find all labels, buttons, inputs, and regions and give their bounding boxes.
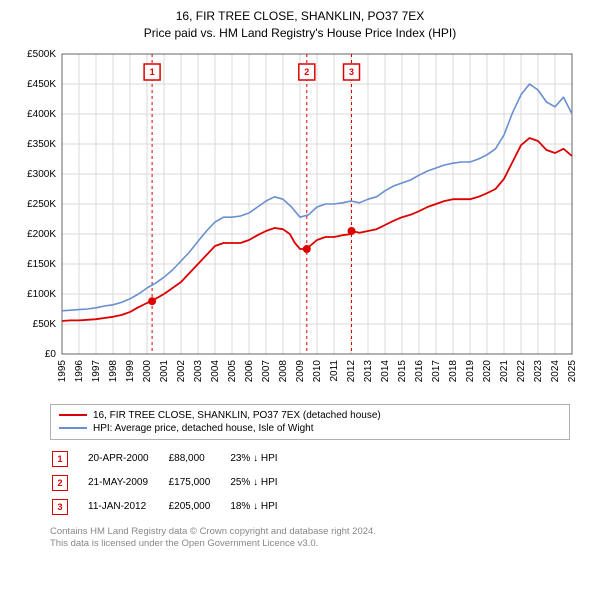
svg-text:2009: 2009 bbox=[295, 359, 306, 382]
svg-text:2011: 2011 bbox=[329, 359, 340, 381]
svg-text:£100K: £100K bbox=[27, 289, 56, 300]
marker-delta: 25% ↓ HPI bbox=[230, 472, 295, 494]
svg-text:1995: 1995 bbox=[57, 359, 68, 382]
svg-text:£0: £0 bbox=[45, 349, 57, 360]
marker-row: 3 11-JAN-2012£205,00018% ↓ HPI bbox=[52, 496, 296, 518]
marker-delta: 23% ↓ HPI bbox=[230, 448, 295, 470]
title-address: 16, FIR TREE CLOSE, SHANKLIN, PO37 7EX bbox=[10, 8, 590, 25]
svg-text:2016: 2016 bbox=[414, 359, 425, 382]
svg-text:2001: 2001 bbox=[159, 359, 170, 382]
svg-text:1998: 1998 bbox=[108, 359, 119, 382]
marker-price: £205,000 bbox=[169, 496, 229, 518]
svg-text:1997: 1997 bbox=[91, 359, 102, 382]
svg-text:2008: 2008 bbox=[278, 359, 289, 382]
svg-text:2: 2 bbox=[304, 67, 309, 77]
footer-line-2: This data is licensed under the Open Gov… bbox=[50, 538, 590, 551]
svg-text:2003: 2003 bbox=[193, 359, 204, 382]
svg-text:£350K: £350K bbox=[27, 139, 56, 150]
svg-text:1996: 1996 bbox=[74, 359, 85, 382]
svg-text:2025: 2025 bbox=[567, 359, 578, 382]
marker-price: £175,000 bbox=[169, 472, 229, 494]
svg-text:2002: 2002 bbox=[176, 359, 187, 382]
svg-text:2014: 2014 bbox=[380, 359, 391, 382]
chart-svg: £0 £50K £100K £150K £200K £250K £300K £350K £400… bbox=[20, 48, 580, 398]
marker-number-box: 1 bbox=[52, 451, 68, 467]
legend-swatch bbox=[59, 427, 87, 429]
svg-text:2007: 2007 bbox=[261, 359, 272, 382]
marker-delta: 18% ↓ HPI bbox=[230, 496, 295, 518]
svg-text:2005: 2005 bbox=[227, 359, 238, 382]
marker-price: £88,000 bbox=[169, 448, 229, 470]
marker-date: 11-JAN-2012 bbox=[88, 496, 167, 518]
svg-text:£500K: £500K bbox=[27, 49, 56, 60]
chart-area: £0 £50K £100K £150K £200K £250K £300K £350K £400… bbox=[20, 48, 580, 398]
svg-text:2004: 2004 bbox=[210, 359, 221, 382]
legend-label: 16, FIR TREE CLOSE, SHANKLIN, PO37 7EX (… bbox=[93, 410, 381, 421]
title-subtitle: Price paid vs. HM Land Registry's House … bbox=[10, 25, 590, 42]
svg-text:2017: 2017 bbox=[431, 359, 442, 382]
marker-table: 1 20-APR-2000£88,00023% ↓ HPI 2 21-MAY-2009… bbox=[50, 446, 298, 520]
marker-number-box: 2 bbox=[52, 475, 68, 491]
svg-text:2019: 2019 bbox=[465, 359, 476, 382]
svg-text:2023: 2023 bbox=[533, 359, 544, 382]
svg-text:2013: 2013 bbox=[363, 359, 374, 382]
svg-text:2020: 2020 bbox=[482, 359, 493, 382]
svg-text:£400K: £400K bbox=[27, 109, 56, 120]
legend-row: HPI: Average price, detached house, Isle… bbox=[59, 422, 561, 435]
marker-date: 20-APR-2000 bbox=[88, 448, 167, 470]
svg-text:2015: 2015 bbox=[397, 359, 408, 382]
hpi-chart-card: 16, FIR TREE CLOSE, SHANKLIN, PO37 7EX P… bbox=[0, 0, 600, 590]
svg-text:£450K: £450K bbox=[27, 79, 56, 90]
marker-number-box: 3 bbox=[52, 499, 68, 515]
svg-text:2018: 2018 bbox=[448, 359, 459, 382]
svg-text:2021: 2021 bbox=[499, 359, 510, 382]
svg-text:2022: 2022 bbox=[516, 359, 527, 382]
marker-row: 2 21-MAY-2009£175,00025% ↓ HPI bbox=[52, 472, 296, 494]
svg-text:£250K: £250K bbox=[27, 199, 56, 210]
chart-title: 16, FIR TREE CLOSE, SHANKLIN, PO37 7EX P… bbox=[10, 8, 590, 42]
svg-text:3: 3 bbox=[349, 67, 354, 77]
marker-date: 21-MAY-2009 bbox=[88, 472, 167, 494]
footer-line-1: Contains HM Land Registry data © Crown c… bbox=[50, 526, 590, 539]
svg-text:£300K: £300K bbox=[27, 169, 56, 180]
legend-label: HPI: Average price, detached house, Isle… bbox=[93, 423, 314, 434]
svg-text:2006: 2006 bbox=[244, 359, 255, 382]
svg-text:2012: 2012 bbox=[346, 359, 357, 382]
svg-text:1: 1 bbox=[150, 67, 155, 77]
legend-row: 16, FIR TREE CLOSE, SHANKLIN, PO37 7EX (… bbox=[59, 409, 561, 422]
svg-text:£150K: £150K bbox=[27, 259, 56, 270]
legend-box: 16, FIR TREE CLOSE, SHANKLIN, PO37 7EX (… bbox=[50, 404, 570, 440]
svg-text:2010: 2010 bbox=[312, 359, 323, 382]
svg-text:£50K: £50K bbox=[33, 319, 57, 330]
marker-row: 1 20-APR-2000£88,00023% ↓ HPI bbox=[52, 448, 296, 470]
footer-attribution: Contains HM Land Registry data © Crown c… bbox=[50, 526, 590, 552]
svg-text:£200K: £200K bbox=[27, 229, 56, 240]
svg-text:2024: 2024 bbox=[550, 359, 561, 382]
svg-text:2000: 2000 bbox=[142, 359, 153, 382]
svg-text:1999: 1999 bbox=[125, 359, 136, 382]
legend-swatch bbox=[59, 414, 87, 416]
